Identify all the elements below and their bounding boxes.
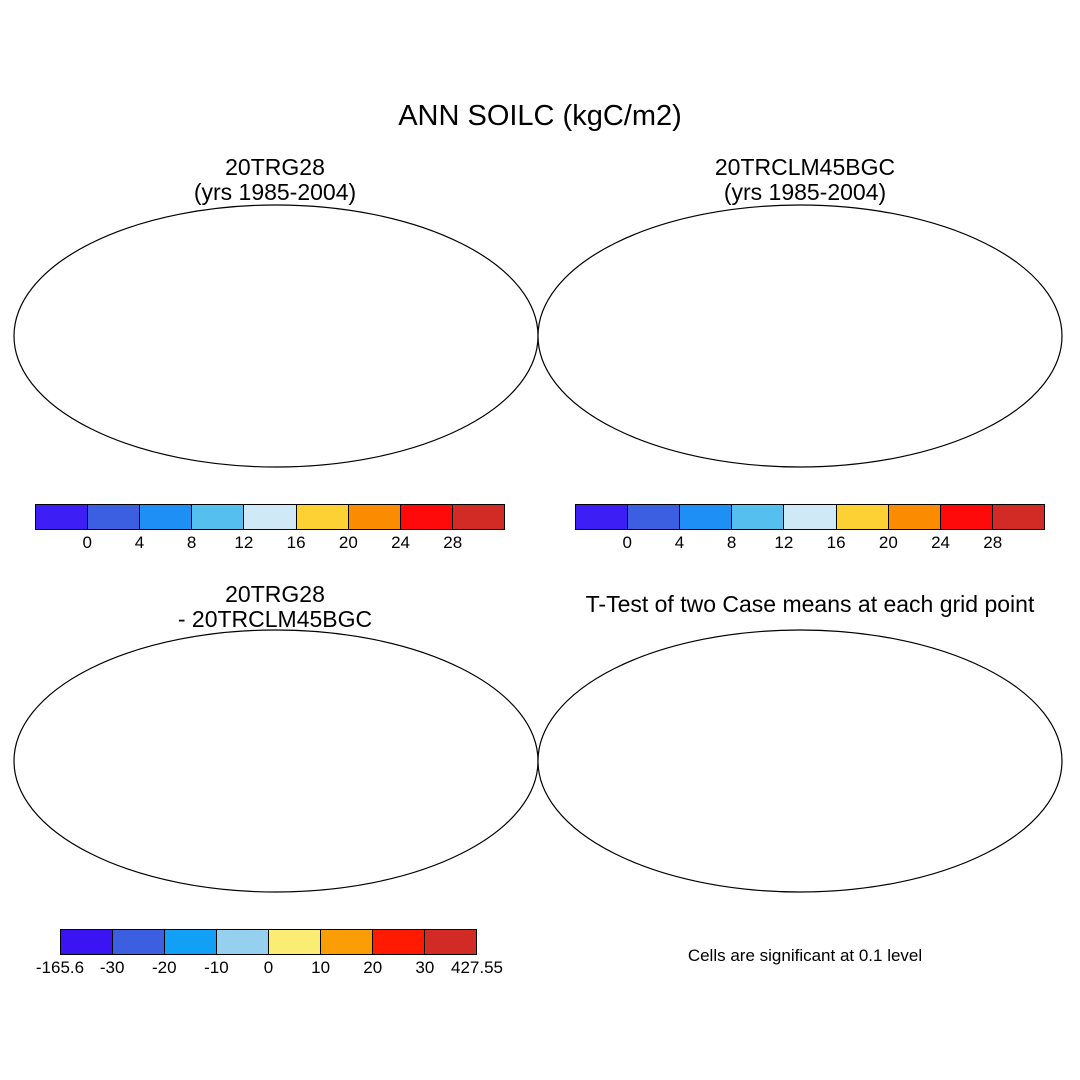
colorbar-tick-label: -30: [99, 958, 125, 977]
colorbar-tick-label: 4: [674, 533, 685, 552]
map-panel-4: [537, 629, 1063, 893]
colorbar-tick-label: 8: [726, 533, 737, 552]
colorbar-swatch: [244, 505, 297, 529]
colorbar-swatch: [296, 505, 349, 529]
colorbar-panel2: 0 4 8 12 16 20 24 28: [575, 504, 1045, 552]
colorbar-swatch: [784, 505, 837, 529]
panel3-title-line2: - 20TRCLM45BGC: [177, 606, 373, 632]
colorbar-swatch: [576, 505, 629, 529]
map-panel-1: [13, 204, 539, 468]
colorbar-swatch: [425, 930, 476, 954]
figure-title: ANN SOILC (kgC/m2): [398, 100, 682, 132]
colorbar-tick-label: 24: [931, 533, 951, 552]
colorbar-swatch: [732, 505, 785, 529]
colorbar-tick-label: 0: [622, 533, 632, 552]
colorbar-swatch: [61, 930, 113, 954]
colorbar-swatch: [165, 930, 217, 954]
colorbar-swatch: [348, 505, 401, 529]
colorbar-diff-ticks: -165.6 -30 -20 -10 0 10 20 30 427.55: [36, 955, 503, 977]
colorbar-tick-label: 16: [826, 533, 846, 552]
colorbar-tick-label: 16: [286, 533, 306, 552]
colorbar-swatch: [269, 930, 321, 954]
panel2-title-line2: (yrs 1985-2004): [723, 179, 887, 205]
panel3-title: 20TRG28 - 20TRCLM45BGC: [60, 582, 490, 632]
colorbar-diff-swatches: [60, 929, 477, 955]
panel1-title-line2: (yrs 1985-2004): [193, 179, 357, 205]
colorbar-swatch: [628, 505, 681, 529]
panel3-title-line1: 20TRG28: [225, 581, 325, 607]
colorbar-tick-label: -20: [151, 958, 177, 977]
map-panel-2: [537, 204, 1063, 468]
colorbar-tick-label: 4: [134, 533, 145, 552]
colorbar-swatch: [400, 505, 453, 529]
colorbar-tick-label: 28: [443, 533, 463, 552]
panel1-title: 20TRG28 (yrs 1985-2004): [60, 155, 490, 205]
colorbar-swatch: [940, 505, 993, 529]
colorbar-swatch: [992, 505, 1044, 529]
colorbar-tick-label: 28: [983, 533, 1003, 552]
colorbar-tick-label: 20: [878, 533, 898, 552]
colorbar-swatch: [36, 505, 89, 529]
colorbar-swatch: [836, 505, 889, 529]
colorbar-swatch: [680, 505, 733, 529]
colorbar-tick-label: 8: [186, 533, 197, 552]
colorbar-panel2-ticks: 0 4 8 12 16 20 24 28: [575, 530, 1045, 552]
colorbar-tick-label: -10: [204, 958, 229, 977]
colorbar-panel2-swatches: [575, 504, 1045, 530]
colorbar-swatch: [452, 505, 504, 529]
colorbar-tick-label: -165.6: [35, 958, 85, 977]
colorbar-tick-label: 20: [363, 958, 383, 977]
ttest-note: Cells are significant at 0.1 level: [687, 946, 923, 965]
colorbar-tick-label: 12: [774, 533, 794, 552]
colorbar-swatch: [88, 505, 141, 529]
colorbar-tick-label: 0: [82, 533, 92, 552]
map-panel-3: [13, 629, 539, 893]
colorbar-panel1-ticks: 0 4 8 12 16 20 24 28: [35, 530, 505, 552]
colorbar-tick-label: 20: [338, 533, 358, 552]
panel1-title-line1: 20TRG28: [225, 154, 325, 180]
colorbar-tick-label: 24: [391, 533, 411, 552]
panel4-title-line1: T-Test of two Case means at each grid po…: [585, 591, 1035, 617]
panel4-title: T-Test of two Case means at each grid po…: [545, 592, 1075, 617]
colorbar-swatch: [321, 930, 373, 954]
colorbar-swatch: [192, 505, 245, 529]
colorbar-tick-label: 30: [415, 958, 435, 977]
colorbar-tick-label: 12: [234, 533, 254, 552]
colorbar-swatch: [373, 930, 425, 954]
colorbar-panel1-swatches: [35, 504, 505, 530]
colorbar-diff: -165.6 -30 -20 -10 0 10 20 30 427.55: [36, 929, 503, 977]
colorbar-swatch: [113, 930, 165, 954]
colorbar-swatch: [217, 930, 269, 954]
panel2-title-line1: 20TRCLM45BGC: [714, 154, 896, 180]
colorbar-panel1: 0 4 8 12 16 20 24 28: [35, 504, 505, 552]
colorbar-swatch: [888, 505, 941, 529]
colorbar-tick-label: 0: [263, 958, 274, 977]
colorbar-tick-label: 427.55: [451, 958, 503, 977]
panel2-title: 20TRCLM45BGC (yrs 1985-2004): [590, 155, 1020, 205]
colorbar-tick-label: 10: [311, 958, 331, 977]
colorbar-swatch: [140, 505, 193, 529]
